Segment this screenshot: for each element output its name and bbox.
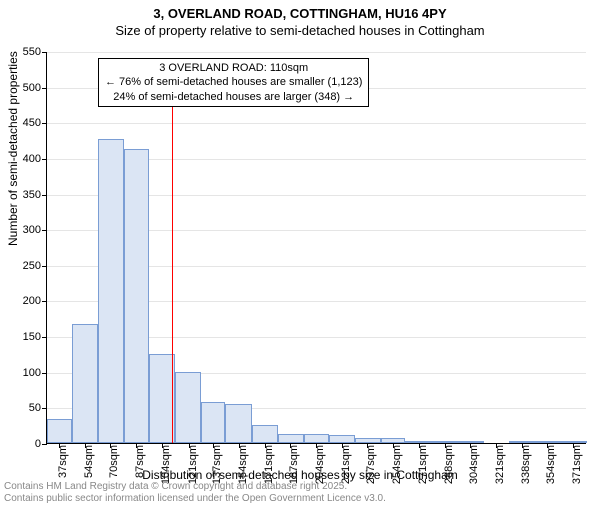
plot-area: 05010015020025030035040045050055037sqm54…	[46, 52, 586, 444]
y-tick-mark	[42, 88, 47, 89]
y-tick-label: 350	[23, 189, 41, 201]
y-tick-mark	[42, 123, 47, 124]
histogram-bar	[329, 435, 355, 443]
y-tick-label: 550	[23, 46, 41, 58]
chart-title: 3, OVERLAND ROAD, COTTINGHAM, HU16 4PY	[0, 6, 600, 21]
gridline-h	[47, 52, 586, 53]
y-tick-mark	[42, 230, 47, 231]
chart-subtitle: Size of property relative to semi-detach…	[0, 23, 600, 38]
y-axis-label: Number of semi-detached properties	[6, 51, 20, 246]
y-tick-mark	[42, 301, 47, 302]
y-tick-label: 100	[23, 367, 41, 379]
x-axis-label: Distribution of semi-detached houses by …	[0, 468, 600, 482]
y-tick-mark	[42, 444, 47, 445]
y-tick-mark	[42, 266, 47, 267]
histogram-bar	[124, 149, 149, 443]
footer-line1: Contains HM Land Registry data © Crown c…	[4, 481, 386, 493]
footer-attribution: Contains HM Land Registry data © Crown c…	[4, 481, 386, 505]
y-tick-label: 150	[23, 331, 41, 343]
y-tick-label: 400	[23, 153, 41, 165]
reference-line	[172, 75, 173, 443]
annotation-line2: ← 76% of semi-detached houses are smalle…	[105, 75, 362, 89]
y-tick-mark	[42, 408, 47, 409]
chart-area: 05010015020025030035040045050055037sqm54…	[46, 52, 586, 444]
histogram-bar	[72, 324, 98, 443]
annotation-line3: 24% of semi-detached houses are larger (…	[105, 90, 362, 104]
y-tick-mark	[42, 337, 47, 338]
y-tick-mark	[42, 52, 47, 53]
y-tick-label: 50	[29, 402, 41, 414]
histogram-bar	[304, 434, 329, 443]
y-tick-label: 250	[23, 260, 41, 272]
histogram-bar	[252, 425, 278, 443]
histogram-bar	[47, 419, 72, 443]
footer-line2: Contains public sector information licen…	[4, 493, 386, 505]
y-tick-label: 500	[23, 82, 41, 94]
y-tick-label: 300	[23, 224, 41, 236]
y-tick-label: 450	[23, 117, 41, 129]
histogram-bar	[225, 404, 251, 443]
histogram-bar	[98, 139, 124, 443]
annotation-box: 3 OVERLAND ROAD: 110sqm ← 76% of semi-de…	[98, 58, 369, 107]
histogram-bar	[175, 372, 201, 443]
histogram-bar	[201, 402, 226, 443]
y-tick-label: 200	[23, 295, 41, 307]
gridline-h	[47, 123, 586, 124]
y-tick-label: 0	[35, 438, 41, 450]
y-tick-mark	[42, 195, 47, 196]
y-tick-mark	[42, 159, 47, 160]
annotation-line1: 3 OVERLAND ROAD: 110sqm	[105, 61, 362, 75]
histogram-bar	[278, 434, 304, 443]
y-tick-mark	[42, 373, 47, 374]
